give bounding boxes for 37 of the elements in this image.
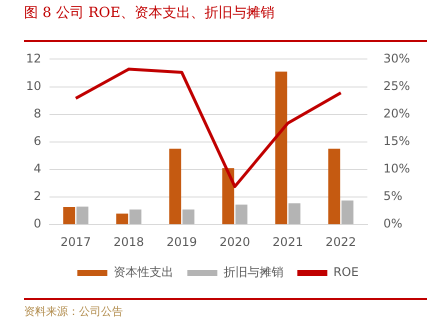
y2-tick-label: 10% [383,162,410,176]
bar [275,72,288,224]
bar [76,206,88,224]
legend-label: 折旧与摊销 [223,265,284,280]
bar [222,168,234,224]
y2-tick-label: 20% [383,106,410,120]
legend-label: ROE [333,265,359,280]
bar [169,148,182,224]
x-tick-label: 2020 [220,234,250,249]
bar [288,203,300,224]
x-tick-label: 2022 [326,234,356,249]
y-tick-label: 12 [26,51,42,66]
y2-tick-label: 5% [383,189,402,204]
y-tick-label: 8 [34,106,42,120]
x-tick-label: 2018 [114,234,144,249]
x-tick-label: 2019 [166,234,198,249]
y2-tick-label: 0% [383,216,402,231]
y2-tick-label: 25% [383,78,410,93]
y2-tick-label: 30% [383,51,410,66]
bar [129,209,142,224]
y2-tick-label: 15% [383,134,410,148]
bar [341,200,354,224]
y-tick-label: 0 [34,216,42,231]
x-tick-label: 2021 [272,234,304,249]
bar [182,209,194,224]
y-tick-label: 6 [34,134,42,148]
text: 资料来源：公司公告 [24,304,123,319]
bar [235,204,248,224]
bar [328,148,340,224]
y-tick-label: 2 [34,189,42,204]
bar [63,206,76,224]
legend-label: 资本性支出 [113,265,174,280]
chart-title: 图 8 公司 ROE、资本支出、折旧与摊销 [24,4,274,22]
y-tick-label: 4 [34,162,42,176]
x-tick-label: 2017 [60,234,92,249]
bar [116,214,128,224]
y-tick-label: 10 [26,78,42,93]
